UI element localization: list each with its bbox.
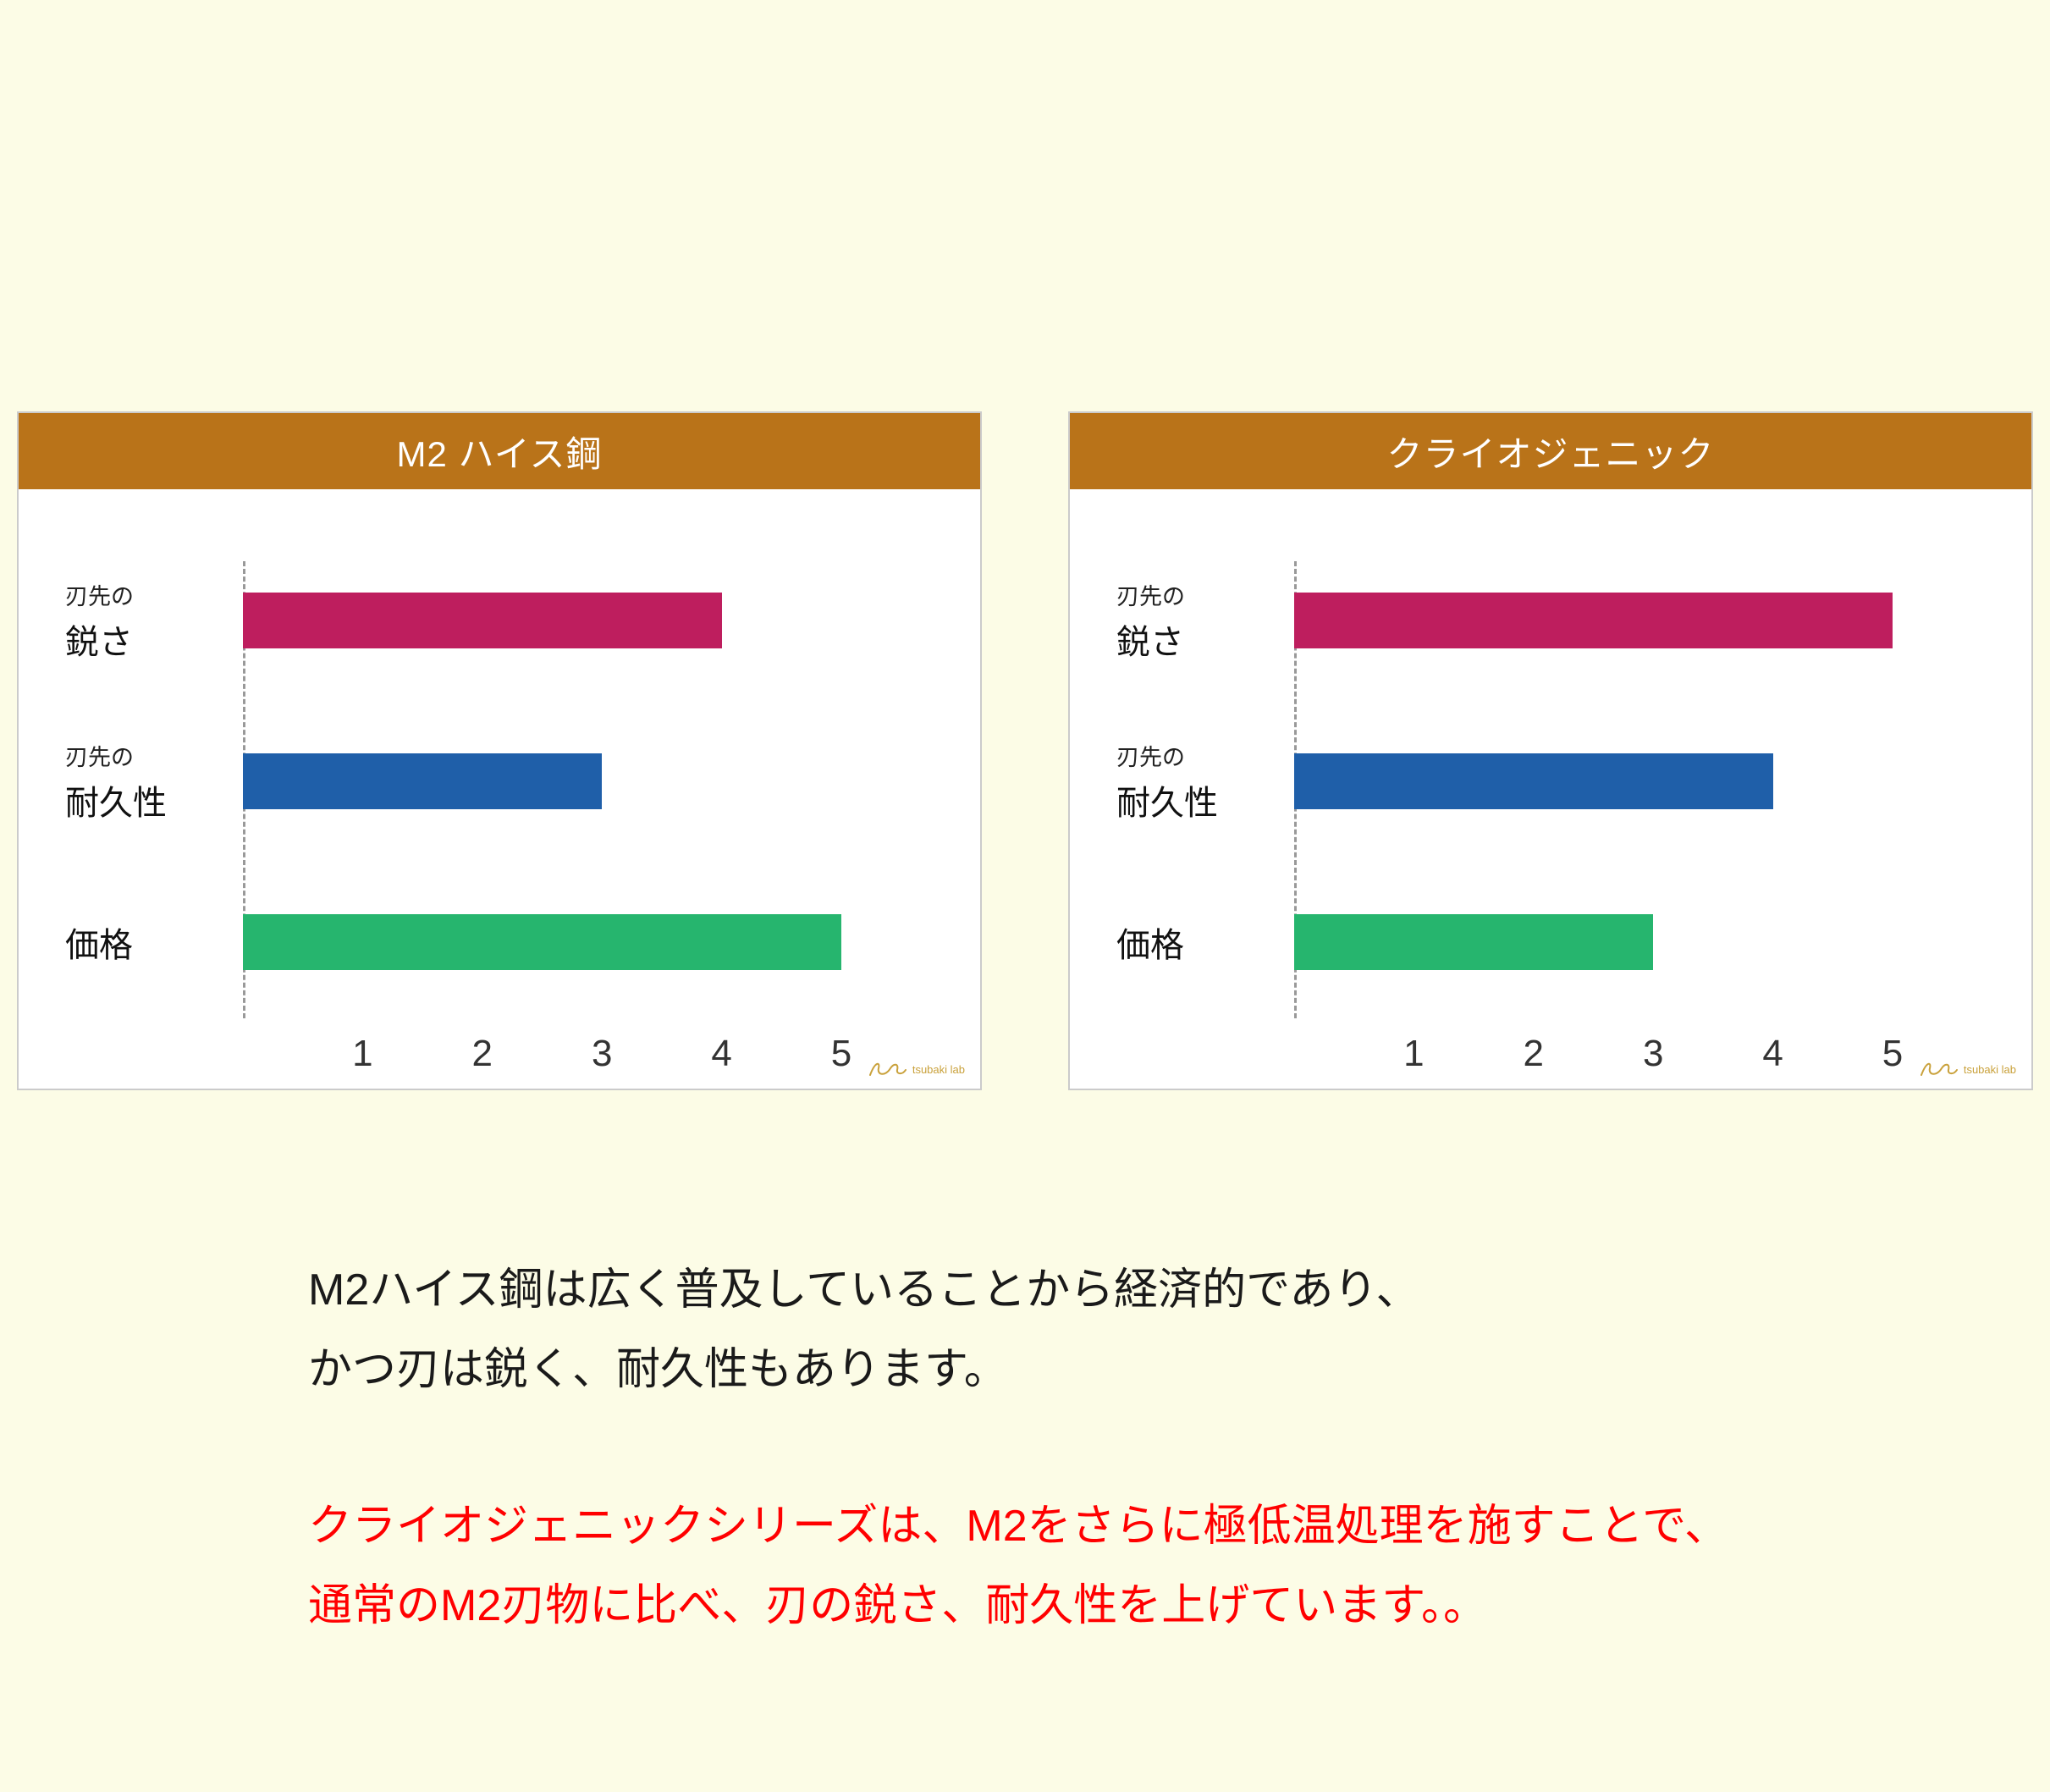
x-tick-label: 3 (1642, 1033, 1664, 1074)
x-axis: 1 2 3 4 5 (243, 1023, 851, 1082)
category-label-main: 耐久性 (65, 784, 167, 822)
category-label: 価格 (1116, 918, 1294, 967)
x-tick-label: 2 (1523, 1033, 1545, 1074)
logo-text: tsubaki lab (1963, 1062, 2016, 1076)
note-red-line-2: 通常のM2刃物に比べ、刃の鋭さ、耐久性を上げています。。 (308, 1580, 1488, 1630)
bar-area (243, 914, 841, 970)
note-black-line-1: M2ハイス鋼は広く普及していることから経済的であり、 (308, 1265, 1420, 1315)
note-black-line-2: かつ刃は鋭く、耐久性もあります。 (308, 1344, 1008, 1394)
bar-row: 価格 (65, 862, 841, 1023)
x-tick-label: 3 (591, 1033, 613, 1074)
logo-icon (868, 1062, 907, 1076)
bar-row: 刃先の 鋭さ (1116, 540, 1893, 701)
x-tick-label: 1 (352, 1033, 373, 1074)
notes: M2ハイス鋼は広く普及していることから経済的であり、 かつ刃は鋭く、耐久性もあり… (308, 1251, 1728, 1646)
bar-row: 刃先の 耐久性 (65, 701, 841, 862)
x-tick-label: 4 (1762, 1033, 1783, 1074)
bar-area (243, 593, 841, 648)
bar (243, 914, 841, 970)
category-label-main: 価格 (1116, 927, 1184, 964)
bar (1294, 593, 1893, 648)
bar (1294, 914, 1654, 970)
category-label-main: 価格 (65, 927, 133, 964)
category-label: 刃先の 耐久性 (1116, 739, 1294, 824)
bar-rows: 刃先の 鋭さ 刃先の 耐久性 価格 (65, 540, 841, 1023)
panel-title-cryogenic: クライオジェニック (1070, 413, 2031, 489)
bar (1294, 753, 1773, 809)
logo: tsubaki lab (868, 1058, 965, 1080)
category-label-main: 鋭さ (1116, 623, 1184, 661)
bar-row: 刃先の 鋭さ (65, 540, 841, 701)
category-label-top: 刃先の (65, 583, 134, 609)
x-tick-label: 5 (830, 1033, 852, 1074)
category-label-top: 刃先の (65, 744, 134, 770)
x-tick-label: 4 (711, 1033, 732, 1074)
x-tick-label: 2 (471, 1033, 493, 1074)
category-label-main: 耐久性 (1116, 784, 1218, 822)
bar (243, 593, 722, 648)
bar-row: 刃先の 耐久性 (1116, 701, 1893, 862)
x-tick-label: 1 (1403, 1033, 1425, 1074)
bar (243, 753, 603, 809)
bar-area (1294, 914, 1893, 970)
bar-rows: 刃先の 鋭さ 刃先の 耐久性 価格 (1116, 540, 1893, 1023)
x-tick-label: 5 (1882, 1033, 1904, 1074)
note-red-line-1: クライオジェニックシリーズは、M2をさらに極低温処理を施すことで、 (308, 1502, 1728, 1552)
logo: tsubaki lab (1920, 1058, 2016, 1080)
category-label-top: 刃先の (1116, 744, 1185, 770)
category-label-top: 刃先の (1116, 583, 1185, 609)
panel-title-m2: M2 ハイス鋼 (19, 413, 980, 489)
category-label-main: 鋭さ (65, 623, 133, 661)
bar-area (1294, 753, 1893, 809)
bar-area (243, 753, 841, 809)
logo-text: tsubaki lab (912, 1062, 965, 1076)
category-label: 価格 (65, 918, 243, 967)
bar-area (1294, 593, 1893, 648)
logo-icon (1920, 1062, 1958, 1076)
category-label: 刃先の 耐久性 (65, 739, 243, 824)
bar-row: 価格 (1116, 862, 1893, 1023)
x-axis: 1 2 3 4 5 (1294, 1023, 1903, 1082)
category-label: 刃先の 鋭さ (1116, 578, 1294, 664)
category-label: 刃先の 鋭さ (65, 578, 243, 664)
